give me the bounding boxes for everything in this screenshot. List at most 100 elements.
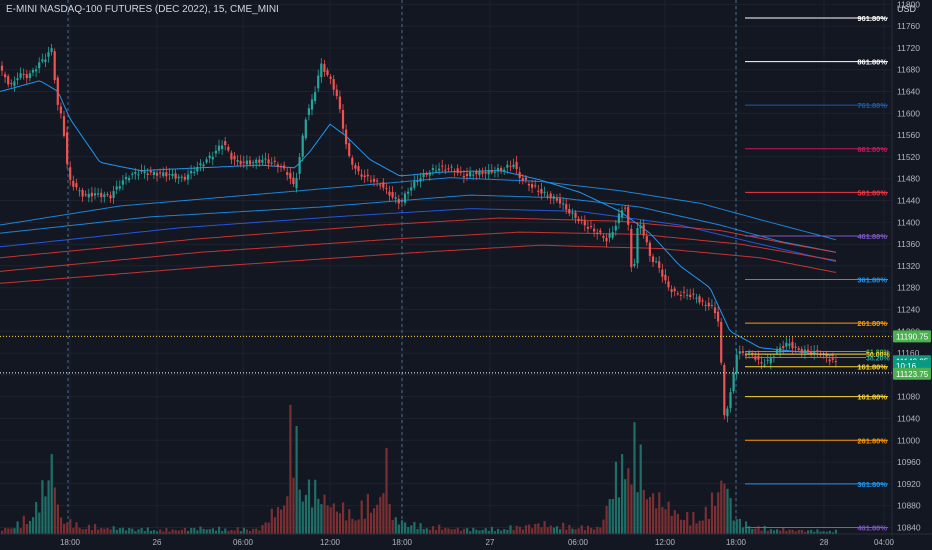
volume-bar [788, 529, 791, 534]
candle-body [521, 178, 524, 181]
price-tick-label: 11720 [897, 43, 920, 53]
candle-body [174, 173, 177, 179]
volume-bar [366, 493, 369, 534]
volume-bar [357, 519, 360, 534]
candle-body [143, 171, 146, 174]
volume-bar [369, 512, 373, 534]
volume-bar [118, 528, 121, 534]
fib-extension-upper[interactable]: 961.80% 861.80% 761.80% 661.80% 561.80% 461.8… [745, 14, 888, 372]
candle-body [4, 74, 7, 78]
candle-body [354, 165, 357, 169]
candle-body [279, 166, 283, 168]
volume-bar [772, 530, 776, 534]
volume-bar [676, 513, 679, 534]
volume-bar [106, 528, 109, 534]
candle-body [720, 321, 723, 363]
volume-bar [218, 526, 221, 534]
candle-body [335, 89, 338, 97]
volume-bar [140, 528, 143, 534]
candle-body [686, 294, 689, 296]
volume-bar [25, 523, 28, 534]
volume-bar [834, 529, 838, 534]
candle-body [586, 226, 589, 229]
fib-level-label: 361.80% [857, 276, 887, 285]
volume-bar [125, 530, 128, 534]
volume-bar [537, 523, 540, 534]
volume-bar [630, 484, 633, 534]
candle-body [134, 172, 137, 174]
candle-body [314, 92, 317, 102]
candle-body [304, 119, 307, 139]
volume-bar [481, 529, 484, 534]
volume-bar [822, 531, 825, 534]
candle-body [512, 164, 515, 168]
candle-body [676, 293, 679, 295]
volume-bar [236, 527, 239, 534]
volume-bar [624, 479, 627, 534]
price-tick-label: 11040 [897, 413, 920, 423]
candle-body [286, 172, 289, 176]
volume-bar [78, 527, 81, 534]
candle-body [670, 289, 673, 292]
candle-body [602, 235, 605, 238]
volume-bar [577, 528, 580, 534]
candle-body [307, 108, 310, 115]
volume-bar [283, 505, 286, 534]
fib-retracement-cluster[interactable]: 61.80%50.00%38.20% [745, 349, 891, 362]
candle-body [630, 228, 633, 268]
volume-bar [410, 525, 413, 534]
candle-body [692, 293, 695, 295]
volume-bar [546, 527, 549, 534]
volume-bar [35, 502, 38, 534]
candle-body [50, 48, 53, 52]
candle-body [388, 191, 391, 196]
candle-body [128, 177, 131, 181]
candle-body [202, 164, 205, 167]
candle-body [255, 159, 258, 164]
price-tick-label: 11440 [897, 196, 920, 206]
volume-bar [90, 530, 94, 534]
fib-level-label: 161.80% [857, 363, 887, 372]
candle-body [292, 177, 295, 185]
volume-bar [605, 505, 608, 534]
candle-body [273, 160, 276, 162]
volume-bar [286, 496, 289, 534]
volume-bar [459, 530, 462, 534]
volume-bar [261, 525, 264, 534]
candle-body [137, 174, 140, 176]
candle-body [620, 210, 624, 218]
time-axis[interactable] [0, 534, 892, 550]
candle-body [84, 194, 87, 196]
candle-body [97, 193, 100, 195]
candle-body [478, 170, 481, 176]
volume-bar [614, 461, 617, 534]
volume-bar [580, 525, 583, 534]
candle-body [171, 174, 174, 176]
candle-body [233, 155, 236, 160]
candle-body [744, 355, 748, 357]
volume-bar [707, 518, 710, 534]
candle-body [112, 191, 115, 198]
volume-bar [493, 531, 497, 534]
fib-extension-lower[interactable]: 161.80% 261.80% 361.80% 461.80% [745, 393, 888, 533]
candle-body [394, 197, 397, 199]
volume-bar [190, 527, 193, 534]
volume-bar [242, 527, 245, 534]
volume-bar [1, 530, 4, 534]
volume-bar [813, 531, 816, 534]
volume-bar [769, 529, 772, 534]
price-axis[interactable] [892, 0, 932, 550]
candle-body [258, 159, 261, 163]
volume-bar [174, 530, 177, 534]
volume-bar [66, 522, 69, 534]
candle-body [723, 365, 726, 416]
volume-bar [112, 526, 115, 534]
candle-body [351, 157, 354, 165]
volume-bar [441, 529, 444, 534]
candle-body [323, 64, 326, 72]
candle-body [100, 192, 103, 198]
fib-level-label: 461.80% [857, 232, 887, 241]
volume-bar [599, 527, 602, 534]
volume-bar [59, 517, 63, 534]
